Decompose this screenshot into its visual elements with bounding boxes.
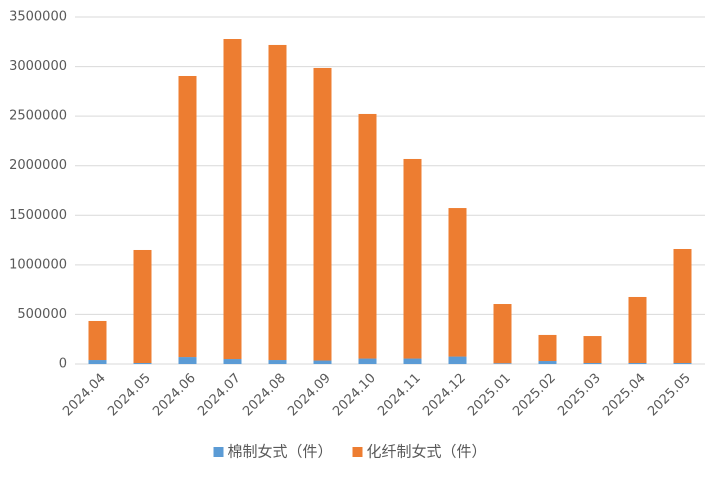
bar-segment [133, 249, 152, 364]
bar-segment [88, 360, 107, 364]
bar-segment [583, 363, 602, 364]
bar-segment [88, 320, 107, 361]
y-tick-label: 500000 [17, 307, 67, 322]
x-tick-label: 2024.07 [195, 371, 244, 420]
bar-segment [178, 75, 197, 358]
bar-segment [628, 363, 647, 364]
x-tick-label: 2024.04 [60, 371, 109, 420]
bar-segment [403, 358, 422, 364]
y-tick-label: 3000000 [9, 59, 67, 74]
x-tick-label: 2025.03 [555, 371, 604, 420]
y-tick-label: 3500000 [9, 10, 67, 25]
bar-segment [313, 360, 332, 364]
bar-segment [538, 334, 557, 362]
x-tick-label: 2025.04 [600, 371, 649, 420]
x-tick-label: 2025.02 [510, 371, 559, 420]
bar-segment [313, 67, 332, 361]
x-tick-label: 2024.08 [240, 371, 289, 420]
bar-segment [493, 363, 512, 364]
bar-segment [673, 248, 692, 364]
bar-segment [628, 296, 647, 364]
bar-segment [448, 208, 467, 357]
bar-segment [358, 113, 377, 359]
legend-label: 化纤制女式（件） [367, 443, 487, 461]
legend-swatch [213, 447, 224, 457]
bar-segment [448, 356, 467, 364]
bar-segment [358, 358, 377, 364]
x-tick-label: 2025.05 [645, 371, 694, 420]
y-tick-label: 2500000 [9, 109, 67, 124]
bar-segment [223, 359, 242, 364]
y-tick-label: 1000000 [9, 257, 67, 272]
bar-segment [178, 357, 197, 364]
bar-segment [493, 304, 512, 364]
bar-segment [673, 363, 692, 364]
x-tick-label: 2024.06 [150, 371, 199, 420]
y-tick-label: 0 [59, 357, 67, 372]
x-tick-label: 2024.12 [420, 371, 469, 420]
y-tick-label: 1500000 [9, 208, 67, 223]
bar-segment [268, 44, 287, 361]
y-tick-label: 2000000 [9, 158, 67, 173]
x-tick-label: 2024.05 [105, 371, 154, 420]
bar-segment [133, 363, 152, 364]
x-tick-label: 2024.10 [330, 371, 379, 420]
x-tick-label: 2025.01 [465, 371, 514, 420]
x-tick-label: 2024.09 [285, 371, 334, 420]
bar-segment [268, 360, 287, 364]
legend-label: 棉制女式（件） [228, 443, 333, 461]
bar-segment [403, 158, 422, 359]
x-tick-label: 2024.11 [375, 371, 424, 420]
legend-swatch [352, 447, 363, 457]
bar-segment [538, 361, 557, 364]
bar-segment [583, 336, 602, 364]
bar-segment [223, 39, 242, 360]
